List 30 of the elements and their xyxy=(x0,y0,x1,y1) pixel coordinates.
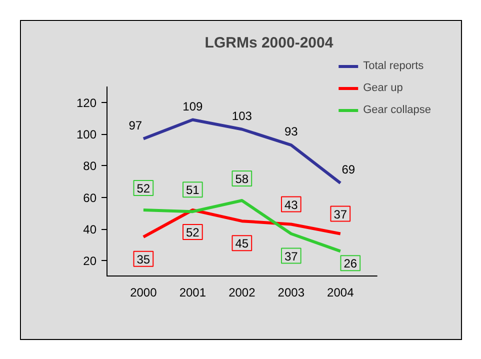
legend-label: Gear collapse xyxy=(363,104,431,116)
data-label: 52 xyxy=(186,226,200,240)
data-label: 43 xyxy=(284,198,298,212)
y-tick-label: 60 xyxy=(83,190,97,205)
y-tick-label: 120 xyxy=(76,96,97,110)
data-label: 37 xyxy=(284,249,298,264)
data-label: 26 xyxy=(344,256,358,271)
chart-title: LGRMs 2000-2004 xyxy=(204,34,334,52)
data-label: 58 xyxy=(235,172,249,186)
x-tick-label: 2000 xyxy=(130,286,158,300)
data-label: 45 xyxy=(235,236,249,251)
data-label: 93 xyxy=(284,124,298,139)
data-label: 52 xyxy=(136,182,150,196)
data-label: 109 xyxy=(182,99,204,114)
data-label: 51 xyxy=(186,183,200,198)
x-tick-label: 2001 xyxy=(179,286,206,300)
legend-label: Total reports xyxy=(363,60,424,72)
data-label: 69 xyxy=(342,162,356,177)
y-tick-label: 20 xyxy=(83,254,97,268)
y-tick-label: 80 xyxy=(83,159,97,174)
x-tick-label: 2002 xyxy=(228,286,256,300)
data-label: 103 xyxy=(232,108,252,123)
x-tick-label: 2004 xyxy=(327,286,354,300)
data-label: 37 xyxy=(334,207,348,222)
legend-label: Gear up xyxy=(363,82,403,94)
data-label: 35 xyxy=(136,252,150,266)
data-label: 97 xyxy=(128,118,142,132)
y-tick-label: 100 xyxy=(76,128,97,142)
y-tick-label: 40 xyxy=(83,222,97,236)
x-tick-label: 2003 xyxy=(278,286,305,300)
